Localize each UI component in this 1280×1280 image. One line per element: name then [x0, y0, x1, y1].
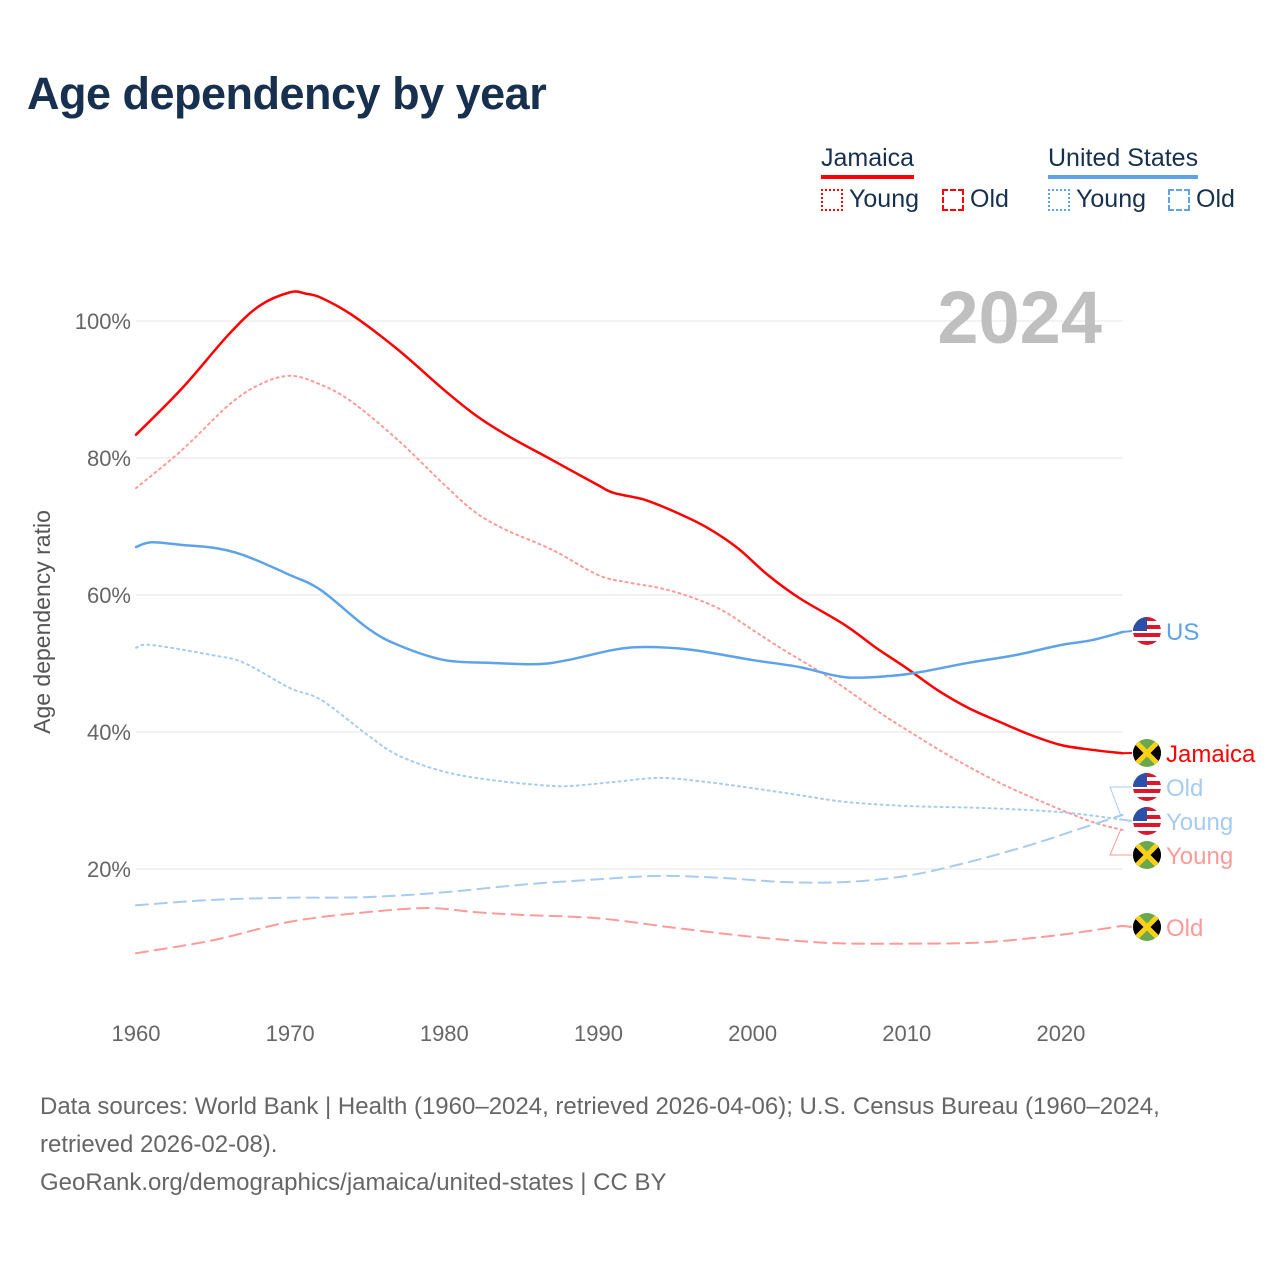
label-connector	[1109, 786, 1132, 816]
jamaica-flag-icon	[1133, 739, 1161, 767]
attribution-link[interactable]: GeoRank.org/demographics/jamaica/united-…	[40, 1169, 667, 1196]
legend-label: Old	[1196, 185, 1235, 213]
series-end-label: Old	[1166, 775, 1203, 802]
label-connector	[1122, 924, 1133, 928]
series-end-label: US	[1166, 619, 1199, 646]
dotted-swatch-icon	[1048, 188, 1070, 211]
series-line-us-old[interactable]	[135, 813, 1124, 907]
x-tick-label: 1960	[112, 1021, 161, 1046]
label-connector	[1109, 829, 1132, 856]
y-tick-label: 20%	[87, 857, 131, 882]
series-line-us-young[interactable]	[135, 643, 1124, 821]
footer: Data sources: World Bank | Health (1960–…	[40, 1088, 1250, 1202]
jamaica-flag-icon	[1133, 913, 1161, 941]
series-line-jamaica[interactable]	[134, 290, 1124, 755]
y-tick-label: 60%	[87, 583, 131, 608]
legend-us-old[interactable]: Old	[1168, 185, 1235, 214]
legend-jamaica[interactable]: Jamaica	[821, 144, 915, 179]
label-connector	[1122, 630, 1133, 633]
x-tick-label: 2010	[882, 1021, 931, 1046]
y-axis-label: Age dependency ratio	[29, 510, 55, 734]
label-connector	[1122, 818, 1133, 822]
series-end-label: Old	[1166, 915, 1203, 942]
x-tick-label: 2000	[728, 1021, 777, 1046]
legend-label: Young	[849, 185, 919, 213]
series-end-label: Jamaica	[1166, 741, 1256, 768]
legend-united-states[interactable]: United States	[1048, 144, 1199, 179]
y-tick-label: 80%	[87, 446, 131, 471]
series-line-jamaica-young[interactable]	[135, 374, 1124, 831]
y-tick-label: 40%	[87, 720, 131, 745]
jamaica-flag-icon	[1133, 841, 1161, 869]
page-title: Age dependency by year	[27, 68, 547, 119]
y-tick-label: 100%	[75, 309, 131, 334]
legend-label: Young	[1076, 185, 1146, 213]
us-flag-icon	[1133, 807, 1161, 835]
us-flag-icon	[1133, 773, 1161, 801]
x-tick-label: 1980	[420, 1021, 469, 1046]
legend-label: Old	[970, 185, 1009, 213]
x-tick-label: 2020	[1036, 1021, 1085, 1046]
legend-us-young[interactable]: Young	[1048, 185, 1146, 214]
dashed-swatch-icon	[942, 188, 964, 211]
x-tick-label: 1990	[574, 1021, 623, 1046]
series-line-us[interactable]	[134, 540, 1124, 679]
us-flag-icon	[1133, 617, 1161, 645]
legend-jamaica-old[interactable]: Old	[942, 185, 1009, 214]
x-tick-label: 1970	[266, 1021, 315, 1046]
series-line-jamaica-old[interactable]	[135, 907, 1124, 955]
series-end-label: Young	[1166, 843, 1233, 870]
series-end-label: Young	[1166, 809, 1233, 836]
legend-jamaica-young[interactable]: Young	[821, 185, 919, 214]
current-year-label: 2024	[937, 276, 1102, 359]
dashed-swatch-icon	[1168, 188, 1190, 211]
dotted-swatch-icon	[821, 188, 843, 211]
data-sources: Data sources: World Bank | Health (1960–…	[40, 1093, 1160, 1158]
